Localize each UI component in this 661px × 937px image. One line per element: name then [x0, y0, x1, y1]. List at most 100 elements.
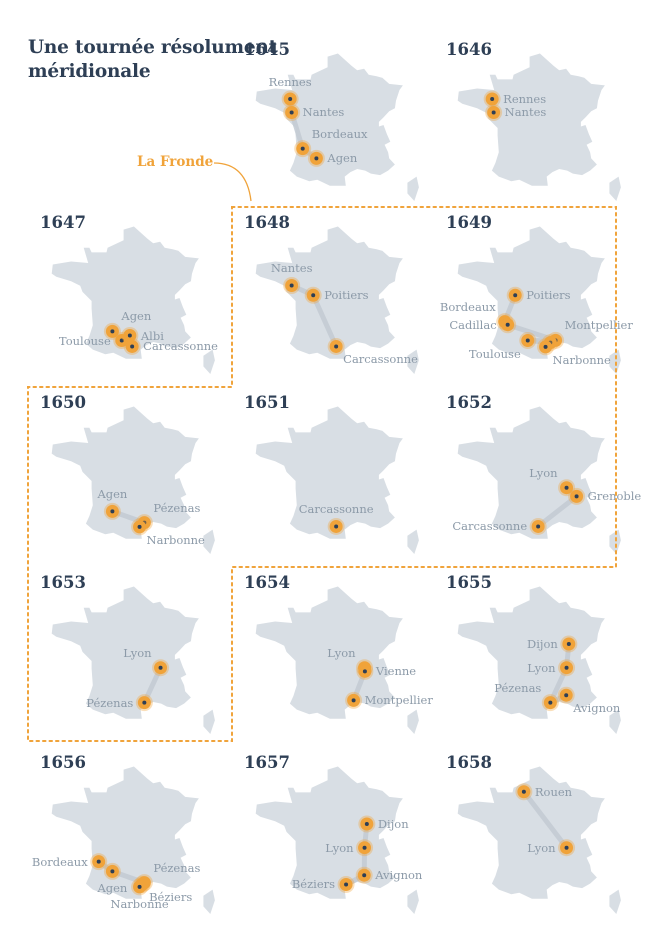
city-label: Pézenas: [153, 500, 201, 515]
city-label: Grenoble: [587, 489, 642, 504]
city-label: Avignon: [375, 868, 423, 883]
city-marker: [515, 783, 533, 801]
map-title: Une tournée résolument méridionale: [28, 36, 277, 84]
city-label: Pézenas: [86, 695, 134, 710]
corsica-outline: [407, 889, 419, 914]
city-marker: [485, 103, 503, 121]
city-label: Toulouse: [58, 333, 111, 348]
city-marker: [355, 866, 373, 884]
city-label: Agen: [121, 309, 152, 324]
city-marker: [537, 338, 555, 356]
city-label: Carcassonne: [298, 502, 374, 517]
city-label: Pézenas: [494, 680, 542, 695]
city-label: Carcassonne: [452, 519, 528, 534]
city-marker: [103, 502, 121, 520]
year-panel-1652: 1652 Lyon Grenoble Carcassonne: [434, 381, 641, 561]
city-label: Carcassonne: [343, 352, 418, 367]
year-panel-1658: 1658 Rouen Lyon: [434, 741, 634, 921]
france-outline: [255, 406, 403, 539]
year-panel-1648: 1648 Nantes Poitiers Carcassonne: [232, 201, 432, 381]
city-label: Montpellier: [364, 693, 433, 708]
year-panel-1653: 1653 Lyon Pézenas: [28, 561, 228, 741]
city-label: Avignon: [573, 701, 621, 716]
city-marker: [529, 517, 547, 535]
city-marker: [327, 517, 345, 535]
year-label: 1658: [446, 753, 492, 772]
year-panel-1645: 1645 Rennes Nantes Bordeaux Agen: [232, 28, 432, 208]
city-label: Lyon: [527, 660, 556, 675]
city-marker: [337, 875, 355, 893]
city-marker: [557, 686, 575, 704]
city-label: Nantes: [504, 105, 547, 120]
city-label: Agen: [97, 881, 128, 896]
city-marker: [499, 316, 517, 334]
year-label: 1649: [446, 213, 492, 232]
corsica-outline: [203, 889, 215, 914]
city-marker: [131, 518, 149, 536]
city-marker: [103, 862, 121, 880]
city-label: Carcassonne: [143, 339, 218, 354]
city-label: Dijon: [377, 816, 409, 831]
year-panel-1654: 1654 Lyon Vienne Montpellier: [232, 561, 433, 741]
corsica-outline: [609, 349, 621, 374]
city-marker: [358, 815, 376, 833]
corsica-outline: [407, 529, 419, 554]
year-label: 1657: [244, 753, 290, 772]
corsica-outline: [609, 176, 621, 201]
year-label: 1656: [40, 753, 86, 772]
year-label: 1655: [446, 573, 492, 592]
city-label: Bordeaux: [311, 126, 368, 141]
city-marker: [541, 694, 559, 712]
corsica-outline: [609, 529, 621, 554]
france-map: [51, 766, 215, 914]
year-panel-1647: 1647 Agen Toulouse Albi Carcassonne: [28, 201, 228, 381]
city-label: Rouen: [534, 784, 573, 799]
year-label: 1651: [244, 393, 290, 412]
city-label: Agen: [327, 151, 358, 166]
city-marker: [356, 662, 374, 680]
year-label: 1646: [446, 40, 492, 59]
city-label: Pézenas: [153, 860, 201, 875]
corsica-outline: [203, 529, 215, 554]
france-map: [255, 766, 419, 914]
city-marker: [356, 839, 374, 857]
city-label: Narbonne: [110, 896, 169, 911]
city-label: Bordeaux: [31, 854, 88, 869]
city-label: Nantes: [270, 261, 313, 276]
year-panel-1650: 1650 Agen Pézenas Narbonne: [28, 381, 228, 561]
city-label: Cadillac: [449, 317, 497, 332]
corsica-outline: [407, 709, 419, 734]
city-label: Narbonne: [146, 532, 205, 547]
year-label: 1648: [244, 213, 290, 232]
city-marker: [345, 691, 363, 709]
france-map: [457, 53, 621, 201]
city-label: Béziers: [149, 890, 193, 905]
fronde-label: La Fronde: [137, 154, 214, 170]
year-label: 1654: [244, 573, 290, 592]
france-map: [457, 766, 621, 914]
year-label: 1650: [40, 393, 86, 412]
city-label: Béziers: [291, 877, 336, 892]
city-marker: [327, 337, 345, 355]
city-label: Dijon: [527, 636, 558, 651]
city-marker: [281, 90, 299, 108]
city-marker: [283, 276, 301, 294]
city-label: Montpellier: [564, 318, 633, 333]
city-marker: [558, 839, 576, 857]
france-outline: [255, 53, 403, 186]
city-label: Lyon: [527, 840, 556, 855]
france-map: [255, 53, 419, 201]
corsica-outline: [203, 709, 215, 734]
city-marker: [131, 878, 149, 896]
title-line-1: Une tournée résolument: [28, 37, 277, 58]
city-marker: [135, 694, 153, 712]
city-marker: [568, 487, 586, 505]
city-label: Lyon: [123, 645, 152, 660]
city-label: Agen: [97, 487, 128, 502]
city-label: Bordeaux: [439, 299, 496, 314]
city-label: Toulouse: [468, 346, 521, 361]
city-marker: [283, 103, 301, 121]
city-label: Poitiers: [526, 288, 571, 303]
city-marker: [294, 140, 312, 158]
city-marker: [558, 659, 576, 677]
